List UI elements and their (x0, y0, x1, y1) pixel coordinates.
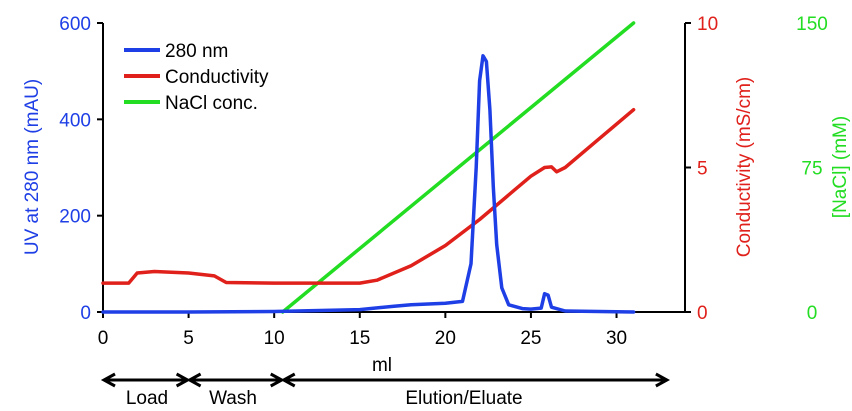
x-tick-label: 5 (183, 328, 194, 349)
phase-label-elution: Elution/Eluate (405, 388, 522, 409)
x-tick-label: 0 (98, 328, 109, 349)
series-line-nacl-conc (280, 21, 636, 314)
x-tick-label: 20 (435, 328, 456, 349)
conductivity-tick-label: 0 (697, 303, 708, 324)
conductivity-tick-label: 5 (697, 159, 708, 180)
legend-label-280nm: 280 nm (165, 41, 228, 62)
series-line-conductivity (101, 107, 636, 285)
x-tick-label: 30 (606, 328, 627, 349)
conductivity-axis-title: Conductivity (mS/cm) (734, 77, 755, 258)
left-axis-title: UV at 280 nm (mAU) (22, 79, 43, 255)
nacl-axis-title: [NaCl] (mM) (830, 116, 851, 218)
x-tick-label: 25 (520, 328, 541, 349)
series-line-280-nm (101, 54, 636, 314)
phase-arrowhead-left-load (100, 372, 116, 388)
phase-label-load: Load (126, 388, 168, 409)
conductivity-tick-label: 10 (697, 14, 718, 35)
legend-label-nacl: NaCl conc. (165, 93, 258, 114)
nacl-tick-label: 150 (796, 14, 828, 35)
phase-label-wash: Wash (209, 388, 257, 409)
legend-label-conductivity: Conductivity (165, 67, 269, 88)
series-layer (101, 21, 636, 314)
nacl-axis-ticks: 0 75 150 (796, 14, 828, 324)
phase-arrowhead-right-elution-eluate (655, 372, 671, 388)
x-axis-title: ml (372, 355, 392, 376)
left-tick-label: 0 (80, 303, 91, 324)
left-tick-label: 400 (59, 110, 91, 131)
left-tick-label: 600 (59, 14, 91, 35)
left-tick-label: 200 (59, 207, 91, 228)
phase-arrowhead-left-elution-eluate (280, 372, 296, 388)
left-axis-ticks: 0 200 400 600 (59, 14, 103, 324)
conductivity-axis-ticks: 0 5 10 (685, 14, 718, 324)
phase-arrowhead-left-wash (186, 372, 202, 388)
phase-annotations (100, 372, 671, 388)
nacl-tick-label: 75 (801, 159, 822, 180)
x-tick-label: 15 (349, 328, 370, 349)
x-tick-label: 10 (264, 328, 285, 349)
x-axis-ticks: 0 5 10 15 20 25 30 (98, 312, 627, 349)
legend: 280 nm Conductivity NaCl conc. (124, 41, 269, 114)
nacl-tick-label: 0 (807, 303, 818, 324)
